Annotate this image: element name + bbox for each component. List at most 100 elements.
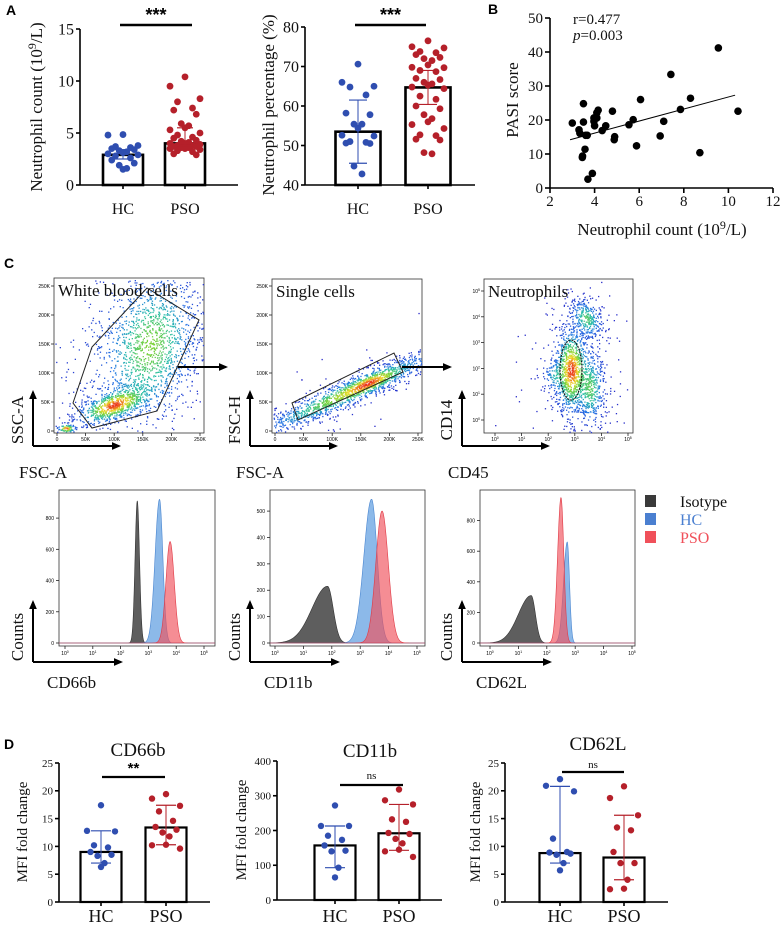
event-dot [162, 348, 165, 350]
event-dot [149, 410, 151, 412]
event-dot [190, 312, 192, 314]
event-dot [295, 410, 298, 413]
event-dot [96, 402, 98, 405]
event-dot [364, 385, 366, 387]
panel-label-d: D [4, 736, 14, 752]
event-dot [551, 323, 554, 325]
event-dot [378, 385, 380, 388]
event-dot [112, 283, 114, 285]
event-dot [130, 334, 132, 336]
event-dot [571, 407, 573, 409]
event-dot [279, 425, 281, 427]
event-dot [340, 405, 342, 407]
event-dot [84, 342, 87, 344]
event-dot [137, 322, 139, 325]
data-point-hc [104, 844, 112, 851]
event-dot [341, 398, 343, 400]
event-dot [175, 354, 177, 356]
event-dot [562, 330, 564, 332]
event-dot [580, 340, 582, 342]
event-dot [580, 378, 582, 380]
event-dot [92, 411, 94, 414]
event-dot [571, 364, 574, 366]
event-dot [118, 398, 120, 400]
event-dot [358, 385, 360, 387]
event-dot [130, 285, 132, 287]
event-dot [137, 383, 139, 385]
event-dot [573, 381, 576, 383]
event-dot [571, 372, 574, 374]
event-dot [126, 359, 128, 361]
event-dot [370, 384, 372, 386]
event-dot [124, 397, 126, 399]
event-dot [128, 408, 130, 410]
event-dot [384, 363, 386, 365]
event-dot [182, 287, 184, 289]
event-dot [375, 393, 377, 396]
event-dot [173, 371, 175, 373]
event-dot [202, 284, 204, 286]
event-dot [411, 358, 413, 360]
event-dot [157, 403, 159, 405]
event-dot [331, 389, 333, 391]
event-dot [313, 417, 315, 419]
event-dot [179, 348, 182, 350]
event-dot [135, 333, 137, 335]
event-dot [156, 362, 158, 364]
event-dot [100, 415, 102, 417]
event-dot [103, 358, 105, 360]
event-dot [574, 365, 576, 367]
event-dot [105, 404, 107, 406]
event-dot [143, 329, 145, 331]
event-dot [329, 412, 331, 415]
event-dot [195, 359, 198, 361]
event-dot [114, 406, 117, 408]
event-dot [157, 322, 160, 325]
event-dot [196, 346, 198, 349]
event-dot [125, 420, 127, 422]
event-dot [152, 343, 154, 345]
event-dot [153, 347, 155, 349]
histogram-legend: Isotype HC PSO [645, 494, 727, 547]
event-dot [341, 389, 343, 391]
event-dot [151, 284, 153, 286]
event-dot [415, 374, 417, 377]
event-dot [141, 331, 144, 333]
event-dot [136, 360, 138, 363]
event-dot [578, 339, 580, 341]
event-dot [354, 389, 356, 392]
event-dot [186, 350, 188, 353]
event-dot [354, 396, 356, 399]
event-dot [359, 381, 362, 383]
event-dot [139, 410, 141, 413]
event-dot [156, 400, 158, 402]
event-dot [401, 359, 403, 362]
event-dot [373, 389, 375, 392]
event-dot [117, 350, 119, 352]
event-dot [582, 353, 584, 355]
event-dot [135, 291, 137, 293]
event-dot [379, 364, 381, 366]
event-dot [183, 306, 185, 308]
event-dot [170, 330, 173, 332]
event-dot [126, 400, 128, 402]
event-dot [102, 427, 104, 429]
event-dot [155, 379, 157, 382]
event-dot [185, 333, 188, 335]
event-dot [403, 364, 406, 366]
event-dot [399, 357, 401, 359]
event-dot [414, 363, 416, 365]
event-dot [66, 427, 69, 429]
event-dot [123, 385, 125, 388]
event-dot [143, 389, 146, 391]
event-dot [175, 306, 177, 308]
event-dot [142, 405, 144, 407]
event-dot [151, 304, 154, 306]
event-dot [119, 322, 121, 324]
event-dot [387, 369, 389, 371]
event-dot [340, 408, 342, 410]
event-dot [335, 393, 337, 395]
event-dot [570, 354, 573, 356]
event-dot [324, 396, 327, 399]
event-dot [319, 384, 322, 386]
